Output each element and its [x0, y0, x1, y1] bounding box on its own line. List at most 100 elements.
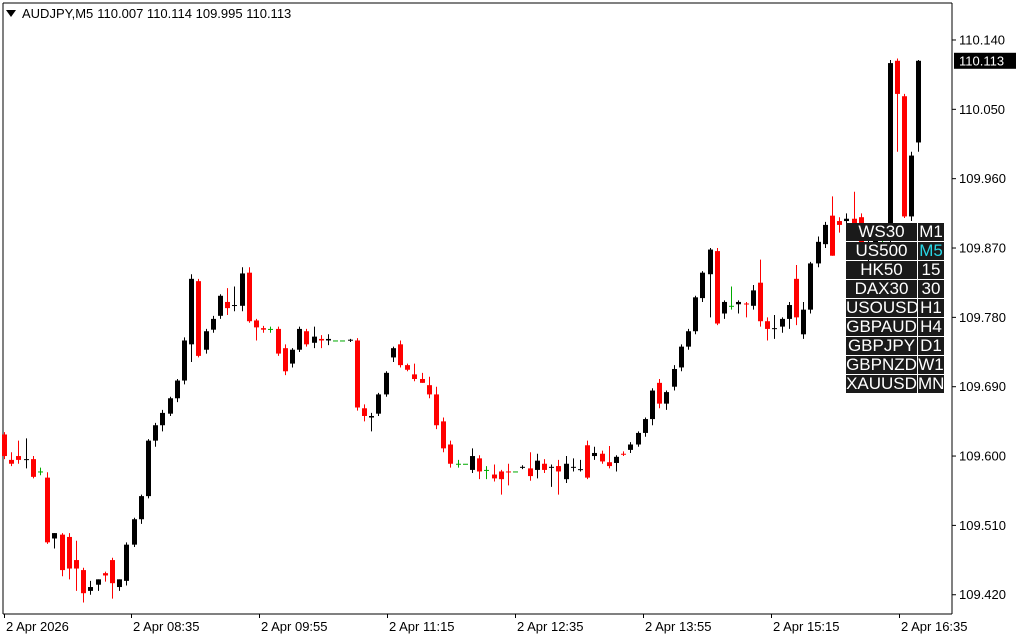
- candle-body: [132, 519, 137, 545]
- candle: [600, 450, 605, 464]
- chart-header: AUDJPY,M5 110.007 110.114 109.995 110.11…: [6, 6, 291, 21]
- timeframe-button[interactable]: H1: [918, 299, 944, 317]
- candle-body: [211, 318, 216, 330]
- symbol-button[interactable]: USOUSD: [846, 299, 917, 317]
- candle: [520, 465, 525, 470]
- candle-body: [722, 301, 727, 314]
- candle-body: [2, 434, 7, 457]
- candle: [146, 439, 151, 499]
- candle-body: [412, 374, 417, 379]
- candle-body: [268, 328, 273, 330]
- y-tick-label: 109.510: [959, 518, 1006, 533]
- timeframe-button[interactable]: W1: [918, 356, 944, 374]
- candle-body: [484, 469, 489, 471]
- candle: [427, 376, 432, 399]
- candle: [9, 452, 14, 467]
- candle: [463, 463, 468, 465]
- symbol-button[interactable]: XAUUSD: [846, 375, 917, 393]
- candle: [902, 93, 907, 218]
- candle: [643, 417, 648, 437]
- candle-body: [153, 425, 158, 441]
- candle: [24, 438, 29, 469]
- candle: [139, 494, 144, 524]
- candle: [204, 328, 209, 354]
- candle-body: [88, 587, 93, 591]
- candle-body: [477, 458, 482, 472]
- x-tick-label: 2 Apr 09:55: [261, 619, 328, 634]
- timeframe-button[interactable]: H4: [918, 318, 944, 336]
- candle: [477, 455, 482, 480]
- candle-body: [103, 573, 108, 576]
- candle: [506, 463, 511, 486]
- symbol-button[interactable]: WS30: [846, 223, 917, 241]
- candle-body: [276, 328, 281, 354]
- candle: [535, 453, 540, 479]
- candle-body: [686, 331, 691, 347]
- candle-body: [657, 382, 662, 404]
- candle: [787, 301, 792, 329]
- candle-body: [499, 471, 504, 480]
- symbol-button[interactable]: GBPJPY: [846, 337, 917, 355]
- timeframe-button[interactable]: M1: [918, 223, 944, 241]
- candle-body: [283, 348, 288, 372]
- candle: [268, 326, 273, 333]
- candle-body: [780, 318, 785, 327]
- y-tick-label: 109.690: [959, 379, 1006, 394]
- candle: [571, 458, 576, 472]
- symbol-button[interactable]: DAX30: [846, 280, 917, 298]
- candle-body: [333, 340, 338, 342]
- candle: [283, 344, 288, 376]
- symbol-button[interactable]: GBPAUD: [846, 318, 917, 336]
- timeframe-button[interactable]: 30: [918, 280, 944, 298]
- candle: [729, 286, 734, 310]
- candle: [88, 580, 93, 595]
- candle: [607, 446, 612, 469]
- timeframe-button[interactable]: MN: [918, 375, 944, 393]
- candle: [168, 396, 173, 416]
- candle-body: [405, 365, 410, 370]
- candle-body: [384, 372, 389, 395]
- candle: [290, 348, 295, 368]
- panel-row: GBPAUD H4: [846, 318, 946, 337]
- symbol-button[interactable]: US500: [846, 242, 917, 260]
- candle-body: [348, 339, 353, 341]
- candle-body: [24, 459, 29, 461]
- candle: [211, 315, 216, 333]
- candle-body: [304, 331, 309, 345]
- candle-body: [81, 570, 86, 594]
- candle-body: [492, 474, 497, 479]
- candle-body: [470, 456, 475, 470]
- timeframe-button[interactable]: D1: [918, 337, 944, 355]
- candle: [16, 440, 21, 464]
- candle: [801, 301, 806, 339]
- candle-body: [448, 444, 453, 464]
- candle-body: [650, 390, 655, 420]
- candle-body: [916, 60, 921, 143]
- timeframe-button[interactable]: 15: [918, 261, 944, 279]
- panel-row: GBPJPY D1: [846, 337, 946, 356]
- candle: [160, 409, 165, 432]
- candle: [398, 340, 403, 368]
- candle-body: [326, 338, 331, 341]
- candle: [182, 337, 187, 385]
- y-tick-label: 109.870: [959, 241, 1006, 256]
- current-price-tag: 110.113: [954, 52, 1016, 69]
- symbol-button[interactable]: GBPNZD: [846, 356, 917, 374]
- candle-body: [38, 471, 43, 473]
- chart-menu-triangle-icon[interactable]: [6, 10, 16, 17]
- candle: [736, 300, 741, 314]
- candle-body: [124, 544, 129, 581]
- candle: [585, 440, 590, 480]
- timeframe-button[interactable]: M5: [918, 242, 944, 260]
- candle-body: [391, 348, 396, 358]
- candle-body: [794, 278, 799, 318]
- candle-body: [628, 444, 633, 450]
- symbol-button[interactable]: HK50: [846, 261, 917, 279]
- candle: [434, 386, 439, 430]
- candle-body: [146, 440, 151, 497]
- candle: [830, 196, 835, 256]
- candle-body: [355, 340, 360, 408]
- x-tick-label: 2 Apr 2026: [6, 619, 69, 634]
- candle: [96, 579, 101, 591]
- candle: [218, 294, 223, 319]
